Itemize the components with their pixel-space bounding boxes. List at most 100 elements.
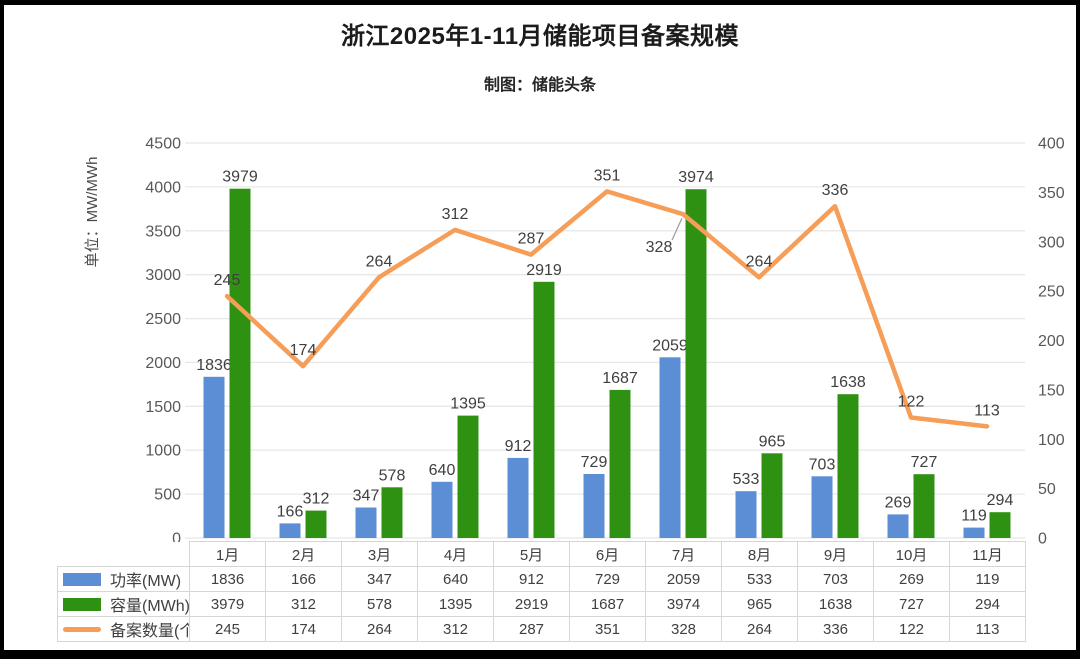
right-axis-tick: 350 [1038, 185, 1065, 202]
bar-label: 294 [987, 492, 1014, 509]
right-axis-labels: 400 350 300 250 200 150 100 50 0 [1038, 136, 1065, 548]
month-header-11月: 11月 [949, 541, 1026, 567]
legend-label: 备案数量(个) [110, 623, 189, 640]
legend-cell: 容量(MWh) [57, 591, 190, 617]
table-row-0: 功率(MW) 1836 166 347 640 912 729 2059 533 703 269 11… [57, 566, 1026, 592]
bar-label: 269 [885, 494, 912, 511]
table-cell-容量(MWh)-4月: 1395 [417, 591, 494, 617]
left-axis-labels: 4500 4000 3500 3000 2500 2000 1500 1000 500 0 [145, 136, 181, 548]
bar-label: 3974 [678, 169, 714, 186]
right-axis-tick: 250 [1038, 284, 1065, 301]
bar-容量(MWh)-9月 [837, 394, 859, 538]
line-label: 113 [974, 402, 1000, 419]
table-cell-备案数量(个)-5月: 287 [493, 616, 570, 642]
month-header-2月: 2月 [265, 541, 342, 567]
legend-cell: 功率(MW) [57, 566, 190, 592]
bar-功率(MW)-8月 [735, 491, 757, 538]
month-header-10月: 10月 [873, 541, 950, 567]
right-axis-tick: 400 [1038, 136, 1065, 153]
table-cell-容量(MWh)-11月: 294 [949, 591, 1026, 617]
table-cell-功率(MW)-8月: 533 [721, 566, 798, 592]
legend-swatch-bar [63, 572, 101, 586]
bar-label: 1836 [196, 357, 232, 374]
right-axis-tick: 200 [1038, 333, 1065, 350]
table-cell-功率(MW)-7月: 2059 [645, 566, 722, 592]
month-header-6月: 6月 [569, 541, 646, 567]
bar-label: 3979 [222, 169, 258, 186]
bar-容量(MWh)-2月 [305, 510, 327, 538]
bar-label: 166 [277, 503, 304, 520]
gridlines-group [185, 142, 1025, 539]
line-label: 122 [898, 394, 925, 411]
bar-功率(MW)-7月 [659, 357, 681, 538]
bar-功率(MW)-3月 [355, 507, 377, 538]
table-cell-容量(MWh)-5月: 2919 [493, 591, 570, 617]
table-cell-容量(MWh)-3月: 578 [341, 591, 418, 617]
bar-容量(MWh)-7月 [685, 189, 707, 538]
table-cell-功率(MW)-6月: 729 [569, 566, 646, 592]
bar-label: 2919 [526, 262, 562, 279]
bar-label: 912 [505, 438, 532, 455]
bar-label: 2059 [652, 337, 688, 354]
table-header-row: 1月 2月 3月 4月 5月 6月 7月 8月 9月 10月 11月 [57, 541, 1026, 567]
month-header-3月: 3月 [341, 541, 418, 567]
bar-label: 533 [733, 471, 760, 488]
legend-swatch-bar [63, 597, 101, 611]
bar-label: 347 [353, 488, 380, 505]
bar-value-labels: 1836 166 347 640 912 729 2059 533 703 269 119 [196, 337, 987, 524]
chart-title: 浙江2025年1-11月储能项目备案规模 [340, 23, 740, 50]
month-header-9月: 9月 [797, 541, 874, 567]
right-axis-tick: 150 [1038, 382, 1065, 399]
legend-label: 功率(MW) [110, 573, 182, 590]
frame-border-top [0, 0, 1080, 5]
bar-功率(MW)-5月 [507, 457, 529, 538]
left-axis-unit-label: 单位：MW/MWh [84, 157, 101, 268]
right-axis-tick: 50 [1038, 481, 1056, 498]
line-label: 287 [518, 231, 545, 248]
bar-功率(MW)-2月 [279, 523, 301, 538]
right-axis-tick: 100 [1038, 432, 1065, 449]
line-label: 264 [746, 253, 773, 270]
bar-容量(MWh)-5月 [533, 281, 555, 538]
bar-label: 312 [303, 491, 330, 508]
table-cell-功率(MW)-5月: 912 [493, 566, 570, 592]
bar-label: 119 [961, 508, 987, 525]
legend-cell: 备案数量(个) [57, 616, 190, 642]
month-header-1月: 1月 [189, 541, 266, 567]
line-label: 174 [290, 342, 317, 359]
bar-label: 578 [379, 467, 406, 484]
month-header-8月: 8月 [721, 541, 798, 567]
bar-label: 1395 [450, 396, 486, 413]
bar-容量(MWh)-1月 [229, 188, 251, 538]
table-cell-备案数量(个)-8月: 264 [721, 616, 798, 642]
bar-value-labels: 3979 312 578 1395 2919 1687 3974 965 1638 727 294 [222, 169, 1013, 510]
data-table: 1月 2月 3月 4月 5月 6月 7月 8月 9月 10月 11月 功率(MW) 1836 166 347… [57, 541, 1026, 642]
table-cell-功率(MW)-9月: 703 [797, 566, 874, 592]
frame-border-right [1076, 0, 1080, 659]
left-axis-tick: 1000 [145, 443, 181, 460]
bar-label: 729 [581, 454, 608, 471]
left-axis-tick: 3500 [145, 223, 181, 240]
label-leader-line [671, 217, 683, 241]
bar-功率(MW)-9月 [811, 476, 833, 538]
line-label: 264 [366, 253, 393, 270]
bar-容量(MWh)-3月 [381, 487, 403, 538]
bar-容量(MWh)-6月 [609, 389, 631, 538]
month-header-4月: 4月 [417, 541, 494, 567]
table-corner-blank [57, 541, 190, 567]
left-axis-tick: 3000 [145, 267, 181, 284]
legend-swatch-line [63, 626, 101, 632]
bar-容量(MWh)-11月 [989, 512, 1011, 538]
bar-label: 965 [759, 433, 786, 450]
left-axis-tick: 500 [154, 487, 181, 504]
table-cell-容量(MWh)-8月: 965 [721, 591, 798, 617]
line-label: 328 [646, 239, 673, 256]
legend-label: 容量(MWh) [110, 598, 190, 615]
left-axis-tick: 0 [172, 531, 181, 548]
table-cell-容量(MWh)-1月: 3979 [189, 591, 266, 617]
count-line-path [224, 189, 990, 429]
line-label: 351 [594, 167, 621, 184]
table-cell-备案数量(个)-4月: 312 [417, 616, 494, 642]
